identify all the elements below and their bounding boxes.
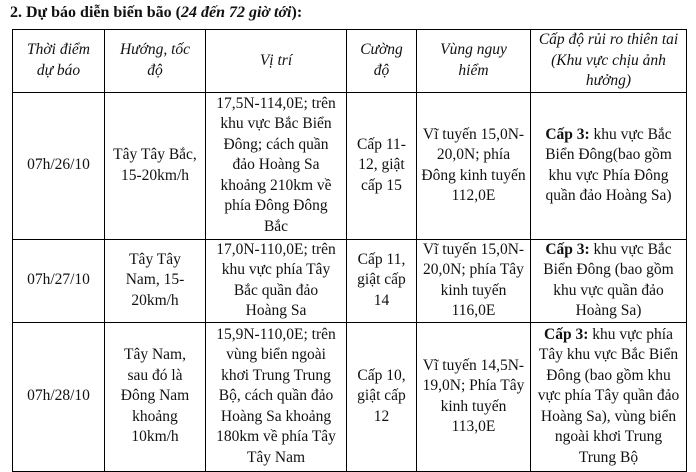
cell-risk: Cấp 3: khu vực Bắc Biển Đông (bao gồm kh…: [530, 238, 687, 323]
cell-position: 17,5N-114,0E; trên khu vực Bắc Biển Đông…: [205, 91, 347, 240]
cell-intensity: Cấp 10, giật cấp 12: [346, 321, 417, 472]
cell-risk: Cấp 3: khu vực phía Tây khu vực Bắc Biển…: [530, 321, 687, 472]
risk-area: khu vực Bắc Biển Đông (bao gồm khu vực q…: [543, 240, 674, 320]
cell-time: 07h/27/10: [12, 238, 105, 323]
risk-area: khu vực Bắc Biển Đông(bao gồm khu vực Ph…: [545, 125, 672, 205]
header-risk: Cấp độ rủi ro thiên tai (Khu vực chịu ản…: [530, 29, 687, 93]
header-intensity: Cường độ: [346, 29, 417, 93]
header-time: Thời điểm dự báo: [12, 29, 105, 93]
table-row: 07h/26/10 Tây Tây Bắc, 15-20km/h 17,5N-1…: [12, 91, 687, 240]
table-header-row: Thời điểm dự báo Hướng, tốc độ Vị trí Cư…: [12, 29, 687, 93]
risk-level: Cấp 3:: [545, 125, 590, 143]
cell-danger-zone: Vĩ tuyến 15,0N-20,0N; phía Tây kinh tuyế…: [416, 238, 531, 323]
cell-direction: Tây Tây Nam, 15-20km/h: [104, 238, 206, 323]
risk-area: khu vực phía Tây khu vực Bắc Biển Đông (…: [537, 325, 680, 466]
cell-position: 17,0N-110,0E; trên khu vực phía Tây Bắc …: [205, 238, 347, 323]
risk-level: Cấp 3:: [545, 240, 590, 258]
cell-risk: Cấp 3: khu vực Bắc Biển Đông(bao gồm khu…: [530, 91, 687, 240]
cell-intensity: Cấp 11-12, giật cấp 15: [346, 91, 417, 240]
cell-time: 07h/28/10: [12, 321, 105, 472]
title-italic: 24 đến 72 giờ tới: [180, 4, 292, 21]
title-end: ):: [291, 4, 303, 21]
table-row: 07h/28/10 Tây Nam, sau đó là Đông Nam kh…: [12, 321, 687, 472]
cell-intensity: Cấp 11, giật cấp 14: [346, 238, 417, 323]
storm-forecast-table: Thời điểm dự báo Hướng, tốc độ Vị trí Cư…: [12, 29, 687, 472]
cell-time: 07h/26/10: [12, 91, 105, 240]
header-position: Vị trí: [205, 29, 347, 93]
cell-direction: Tây Tây Bắc, 15-20km/h: [104, 91, 206, 240]
cell-danger-zone: Vĩ tuyến 14,5N-19,0N; Phía Tây kinh tuyế…: [416, 321, 531, 472]
section-title: 2. Dự báo diễn biến bão (24 đến 72 giờ t…: [10, 4, 302, 22]
title-text: 2. Dự báo diễn biến bão (: [10, 4, 181, 21]
table-row: 07h/27/10 Tây Tây Nam, 15-20km/h 17,0N-1…: [12, 238, 687, 323]
risk-level: Cấp 3:: [544, 325, 589, 343]
header-danger-zone: Vùng nguy hiểm: [416, 29, 531, 93]
cell-position: 15,9N-110,0E; trên vùng biển ngoài khơi …: [205, 321, 347, 472]
header-direction: Hướng, tốc độ: [104, 29, 206, 93]
cell-danger-zone: Vĩ tuyến 15,0N-20,0N; phía Đông kinh tuy…: [416, 91, 531, 240]
cell-direction: Tây Nam, sau đó là Đông Nam khoảng 10km/…: [104, 321, 206, 472]
